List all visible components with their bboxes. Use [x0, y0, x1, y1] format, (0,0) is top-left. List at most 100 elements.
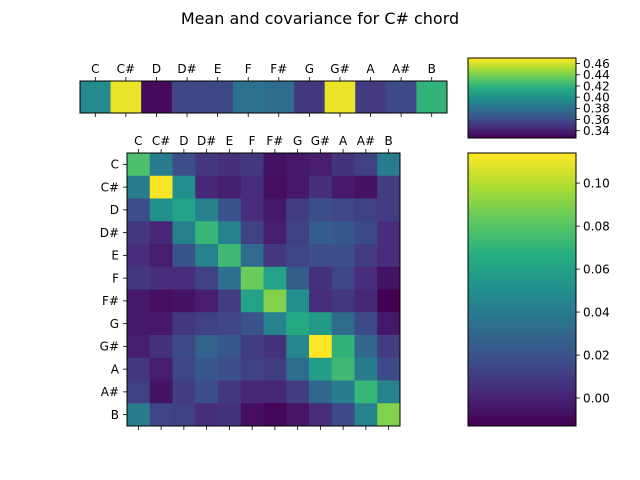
cov-cell-r2-c10	[354, 198, 378, 222]
mean-colorbar-gradient-strip	[468, 119, 576, 122]
mean-colorbar-gradient-strip	[468, 129, 576, 132]
cov-colorbar-gradient-strip	[468, 419, 576, 423]
mean-cell-r0-c3	[171, 81, 203, 114]
cov-colorbar-gradient-strip	[468, 280, 576, 284]
cov-cell-r3-c5	[240, 221, 264, 245]
mean-colorbar-gradient-strip	[468, 135, 576, 137]
cov-colorbar-gradient-strip	[468, 199, 576, 203]
mean-colorbar-gradient-strip	[468, 79, 576, 81]
cov-colorbar-gradient-strip	[468, 355, 576, 359]
cov-colorbar-gradient-strip	[468, 214, 576, 218]
cov-cell-r7-c6	[263, 312, 287, 336]
mean-colorbar-gradient-strip	[468, 114, 576, 116]
cov-cell-r6-c4	[218, 289, 242, 313]
cov-cell-r9-c1	[149, 357, 173, 381]
cov-cell-r7-c3	[195, 312, 219, 336]
cov-colorbar-gradient-strip	[468, 423, 576, 427]
mean-colorbar-gradient-strip	[468, 109, 576, 111]
cov-colorbar-gradient-strip	[468, 287, 576, 290]
cov-x-label: A#	[357, 134, 375, 148]
cov-colorbar-gradient-strip	[468, 398, 576, 401]
cov-cell-r5-c9	[331, 266, 355, 290]
mean-colorbar-gradient-strip	[468, 73, 576, 75]
cov-cell-r6-c10	[354, 289, 378, 313]
cov-colorbar-gradient-strip	[468, 372, 576, 376]
cov-cell-r2-c5	[240, 198, 264, 222]
mean-colorbar-gradient-strip	[468, 98, 576, 100]
cov-colorbar-tick-label: 0.06	[583, 262, 610, 276]
cov-colorbar-gradient-strip	[468, 376, 576, 380]
cov-colorbar-gradient-strip	[468, 383, 576, 386]
mean-colorbar-gradient-strip	[468, 133, 576, 135]
cov-colorbar-gradient-strip	[468, 340, 576, 344]
cov-colorbar-frame	[467, 152, 577, 427]
mean-colorbar-gradient-strip	[468, 87, 576, 89]
cov-y-label: A#	[101, 385, 119, 399]
cov-y-label: G#	[100, 340, 119, 354]
cov-cell-r0-c8	[309, 153, 333, 177]
cov-colorbar-gradient-strip	[468, 206, 576, 209]
cov-cell-r9-c6	[263, 357, 287, 381]
cov-colorbar-gradient-strip	[468, 238, 576, 241]
cov-colorbar-gradient-strip	[468, 193, 576, 197]
mean-colorbar-gradient-strip	[468, 136, 576, 138]
mean-x-label: A	[366, 62, 375, 76]
mean-colorbar-gradient-strip	[468, 101, 576, 103]
cov-cell-r4-c7	[286, 244, 310, 268]
cov-cell-r9-c9	[331, 357, 355, 381]
cov-colorbar-gradient-strip	[468, 161, 576, 165]
cov-colorbar-tick-label: 0.10	[583, 176, 610, 190]
cov-colorbar-gradient-strip	[468, 184, 576, 188]
cov-colorbar-gradient-strip	[468, 157, 576, 160]
cov-cell-r10-c11	[377, 380, 401, 404]
cov-colorbar-gradient-strip	[468, 379, 576, 382]
mean-colorbar-gradient-strip	[468, 69, 576, 72]
cov-colorbar-gradient-strip	[468, 268, 576, 271]
cov-cell-r2-c3	[195, 198, 219, 222]
cov-cell-r9-c7	[286, 357, 310, 381]
cov-cell-r3-c0	[127, 221, 151, 245]
cov-colorbar-gradient-strip	[468, 338, 576, 342]
cov-cell-r2-c2	[172, 198, 196, 222]
mean-colorbar-gradient-strip	[468, 120, 576, 122]
mean-cell-r0-c1	[110, 81, 142, 114]
cov-colorbar-gradient-strip	[468, 189, 576, 192]
cov-x-label: C#	[152, 134, 170, 148]
mean-colorbar-gradient-strip	[468, 106, 576, 108]
mean-colorbar-gradient-strip	[468, 63, 576, 65]
mean-colorbar-gradient-strip	[468, 94, 576, 97]
cov-colorbar-gradient-strip	[468, 312, 576, 316]
cov-cell-r0-c10	[354, 153, 378, 177]
cov-colorbar-gradient-strip	[468, 302, 576, 305]
cov-colorbar-gradient-strip	[468, 298, 576, 301]
cov-cell-r10-c10	[354, 380, 378, 404]
cov-colorbar-tick-label: 0.00	[583, 391, 610, 405]
cov-colorbar-gradient-strip	[468, 334, 576, 337]
cov-cell-r7-c9	[331, 312, 355, 336]
mean-colorbar-tick-label: 0.38	[583, 102, 610, 116]
cov-colorbar-gradient-strip	[468, 366, 576, 369]
cov-cell-r1-c8	[309, 175, 333, 199]
mean-x-label: C#	[117, 62, 135, 76]
covariance-heatmap: C C# D D# E F F# G G# A A# BCC#DD#EFF#GG#AA#B	[100, 134, 401, 430]
mean-cell-r0-c11	[416, 81, 448, 114]
cov-colorbar-gradient-strip	[468, 212, 576, 216]
mean-colorbar-frame	[467, 57, 577, 139]
mean-colorbar-gradient-strip	[468, 128, 576, 130]
cov-cell-r2-c9	[331, 198, 355, 222]
mean-colorbar-gradient-strip	[468, 108, 576, 110]
mean-colorbar-gradient-strip	[468, 123, 576, 125]
cov-cell-r4-c0	[127, 244, 151, 268]
cov-cell-r8-c9	[331, 335, 355, 359]
cov-colorbar-gradient-strip	[468, 278, 576, 282]
cov-y-label: D#	[100, 226, 119, 240]
cov-y-label: D	[110, 203, 119, 217]
mean-colorbar-gradient-strip	[468, 103, 576, 105]
cov-cell-r1-c5	[240, 175, 264, 199]
cov-cell-r1-c1	[149, 175, 173, 199]
cov-colorbar-gradient-strip	[468, 259, 576, 263]
cov-cell-r2-c8	[309, 198, 333, 222]
mean-x-label: F#	[270, 62, 287, 76]
cov-cell-r9-c11	[377, 357, 401, 381]
